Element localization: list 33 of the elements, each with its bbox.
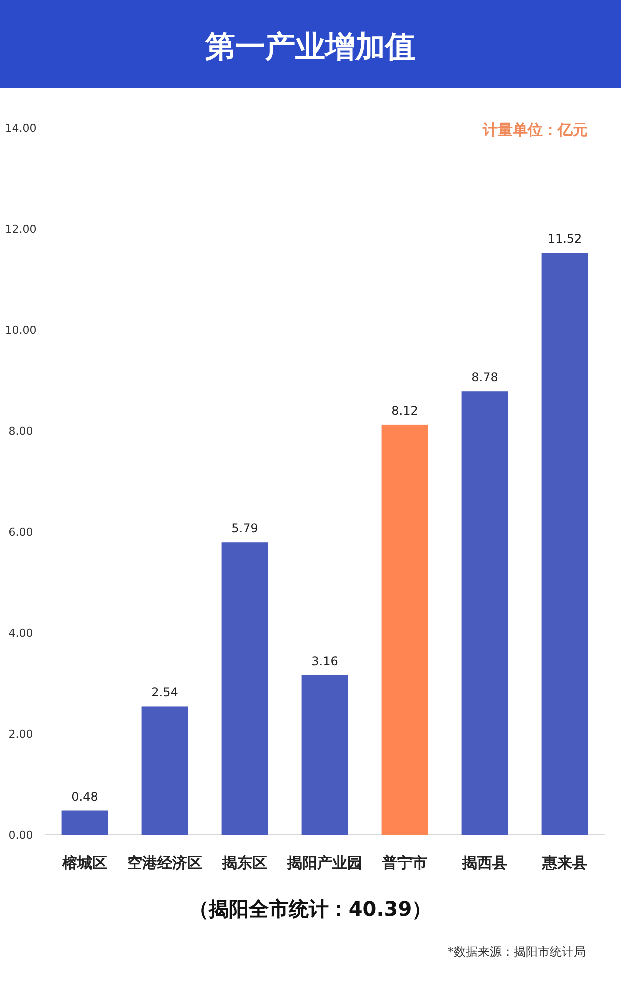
x-tick-label: 惠来县 xyxy=(542,854,588,872)
y-tick-label: 4.00 xyxy=(8,627,34,640)
data-label: 3.16 xyxy=(312,654,338,668)
x-tick-label: 揭东区 xyxy=(222,854,268,872)
data-label: 0.48 xyxy=(72,790,98,804)
bar xyxy=(222,542,268,835)
x-tick-label: 榕城区 xyxy=(62,854,108,872)
data-label: 5.79 xyxy=(232,522,258,536)
bar xyxy=(302,675,348,835)
annotation: 计量单位：亿元 xyxy=(482,121,588,139)
data-label: 8.12 xyxy=(392,404,418,418)
text: *数据来源：揭阳市统计局 xyxy=(448,945,586,959)
bar xyxy=(462,392,508,835)
data-label: 2.54 xyxy=(152,686,178,700)
bar xyxy=(382,424,428,835)
y-tick-label: 12.00 xyxy=(5,223,37,236)
text: （揭阳全市统计：40.39） xyxy=(188,897,432,921)
chart-title: 第一产业增加值 xyxy=(204,30,416,65)
y-tick-label: 2.00 xyxy=(8,728,34,741)
data-label: 11.52 xyxy=(548,232,582,246)
bar xyxy=(62,810,108,835)
y-tick-label: 14.00 xyxy=(5,122,37,135)
x-tick-label: 揭西县 xyxy=(462,854,508,872)
y-tick-label: 0.00 xyxy=(8,829,34,842)
y-tick-label: 8.00 xyxy=(8,425,34,438)
x-tick-label: 揭阳产业园 xyxy=(286,854,362,872)
bar xyxy=(142,706,188,835)
bar xyxy=(542,253,588,835)
y-tick-label: 6.00 xyxy=(8,526,34,539)
x-tick-label: 空港经济区 xyxy=(128,854,202,872)
y-tick-label: 10.00 xyxy=(5,324,37,337)
x-tick-label: 普宁市 xyxy=(382,854,428,872)
data-label: 8.78 xyxy=(472,370,498,385)
